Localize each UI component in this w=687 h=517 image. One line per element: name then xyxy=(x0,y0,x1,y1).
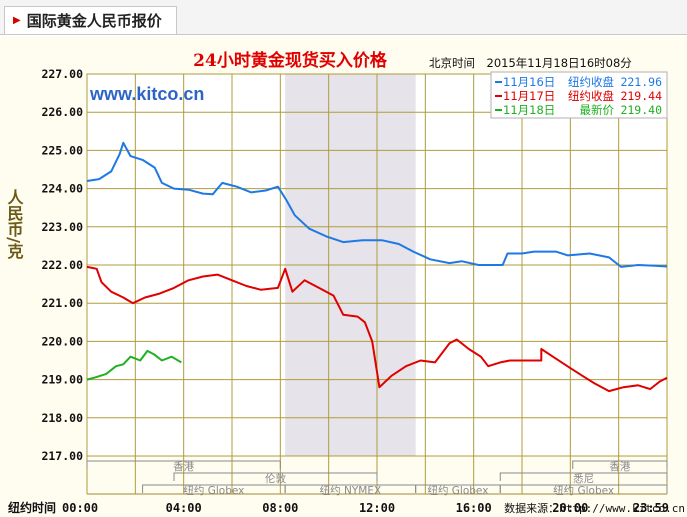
market-label: 香港 xyxy=(173,461,194,473)
market-bracket xyxy=(499,484,668,493)
x-tick-label: 23:59 xyxy=(633,501,669,515)
y-tick-label: 226.00 xyxy=(41,105,83,119)
tab-label: 国际黄金人民币报价 xyxy=(26,12,162,30)
tab-gold-rmb-quote[interactable]: ▶ 国际黄金人民币报价 xyxy=(4,6,177,34)
x-tick-label: 08:00 xyxy=(262,501,298,515)
y-tick-label: 223.00 xyxy=(41,220,83,234)
y-tick-label: 222.00 xyxy=(41,258,83,272)
legend-value: 219.40 xyxy=(620,103,662,117)
market-label: 悉尼 xyxy=(573,473,594,485)
chart-panel: 香港 伦敦 纽约 Globex 纽约 NYMEX 纽约 Globex 悉尼 香港 纽约 Glo… xyxy=(0,36,687,517)
y-tick-label: 227.00 xyxy=(41,67,83,81)
x-tick-label: 20:00 xyxy=(552,501,588,515)
y-tick-label: 218.00 xyxy=(41,411,83,425)
market-label: 纽约 NYMEX xyxy=(320,484,382,497)
chart-timestamp: 北京时间 2015年11月18日16时08分 xyxy=(429,56,632,70)
legend-value: 221.96 xyxy=(620,75,662,89)
y-tick-label: 224.00 xyxy=(41,182,83,196)
legend-kind: 纽约收盘 xyxy=(568,89,614,103)
series-line-3 xyxy=(86,349,182,381)
x-tick-label: 04:00 xyxy=(166,501,202,515)
legend-kind: 纽约收盘 xyxy=(568,75,614,89)
triangle-right-icon: ▶ xyxy=(13,15,21,26)
legend-date: 11月16日 xyxy=(503,75,555,89)
legend-date: 11月17日 xyxy=(503,89,555,103)
y-tick-label: 217.00 xyxy=(41,449,83,463)
market-label: 香港 xyxy=(609,461,630,473)
chart-title: 24小时黄金现货买入价格 xyxy=(193,50,388,71)
x-tick-label: 16:00 xyxy=(456,501,492,515)
legend-date: 11月18日 xyxy=(503,103,555,117)
series-line-2 xyxy=(86,265,668,393)
market-bracket xyxy=(572,460,668,469)
y-tick-label: 219.00 xyxy=(41,373,83,387)
legend-kind: 最新价 xyxy=(580,103,615,117)
market-label: 纽约 Globex xyxy=(553,484,614,497)
watermark-site: www.kitco.cn xyxy=(89,84,204,104)
tab-bar: ▶ 国际黄金人民币报价 xyxy=(0,0,687,35)
y-tick-label: 225.00 xyxy=(41,143,83,157)
data-source: 数据来源：http://www.kitco.cn xyxy=(504,501,685,515)
y-axis-label: 人民币/克 xyxy=(5,189,24,260)
x-tick-label: 12:00 xyxy=(359,501,395,515)
x-row-label: 纽约时间 xyxy=(8,500,56,515)
market-label: 纽约 Globex xyxy=(427,484,488,497)
market-label: 纽约 Globex xyxy=(183,484,244,497)
series-line-1 xyxy=(86,141,668,268)
x-tick-label: 00:00 xyxy=(62,501,98,515)
market-bracket xyxy=(499,472,668,481)
market-bracket xyxy=(86,460,281,469)
y-tick-label: 221.00 xyxy=(41,296,83,310)
y-tick-label: 220.00 xyxy=(41,334,83,348)
legend-box xyxy=(490,71,668,119)
market-bracket xyxy=(173,472,378,481)
legend-value: 219.44 xyxy=(620,89,662,103)
market-label: 伦敦 xyxy=(265,472,286,485)
